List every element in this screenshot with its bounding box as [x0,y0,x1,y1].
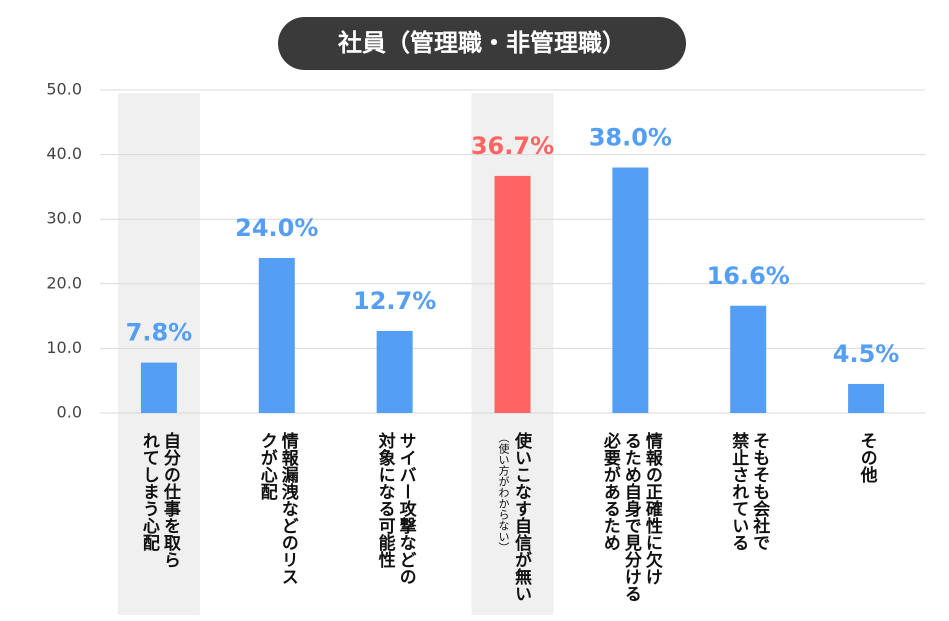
category-group: その他 [806,432,926,483]
y-tick-label: 40.0 [46,144,82,163]
category-group: 使いこなす自信が無い （使い方がわからない） [453,432,573,602]
y-tick-label: 10.0 [46,338,82,357]
value-label: 12.7% [353,287,436,315]
value-label: 16.6% [707,262,790,290]
highlight-band [117,93,200,615]
value-label: 36.7% [471,132,554,160]
bar [612,167,649,413]
category-group: 情報漏洩などのリス クが心配 [217,432,337,585]
bar [258,257,295,413]
y-tick-label: 0.0 [57,403,82,422]
value-label: 38.0% [589,124,672,152]
x-tick-label: サイバー攻撃などの 対象になる可能性 [374,432,416,585]
title-pill [278,17,686,70]
category-group: そもそも会社で 禁止されている [688,432,808,551]
category-group: 情報の正確性に欠け るため自身で見分ける 必要があるため [570,432,690,602]
value-label: 7.8% [126,319,193,347]
y-tick-label: 30.0 [46,209,82,228]
category-note: （使い方がわからない） [497,432,510,553]
bar [376,330,413,413]
bar [848,383,885,413]
bar [140,362,177,413]
chart-title: 社員（管理職・非管理職） [338,29,626,57]
value-label: 4.5% [833,340,900,368]
category-group: サイバー攻撃などの 対象になる可能性 [335,432,455,585]
y-tick-label: 50.0 [46,80,82,99]
x-tick-label: 情報漏洩などのリス クが心配 [256,432,298,585]
x-tick-label: 情報の正確性に欠け るため自身で見分ける 必要があるため [599,432,662,602]
x-tick-label: 使いこなす自信が無い [511,432,531,602]
bar [730,305,767,413]
x-tick-label: 自分の仕事を取ら れてしまう心配 [138,432,180,568]
value-label: 24.0% [235,214,318,242]
y-tick-label: 20.0 [46,273,82,292]
x-tick-label: その他 [856,432,877,483]
category-group: 自分の仕事を取ら れてしまう心配 [99,432,219,568]
bar [494,175,531,413]
x-tick-label: そもそも会社で 禁止されている [728,432,770,551]
